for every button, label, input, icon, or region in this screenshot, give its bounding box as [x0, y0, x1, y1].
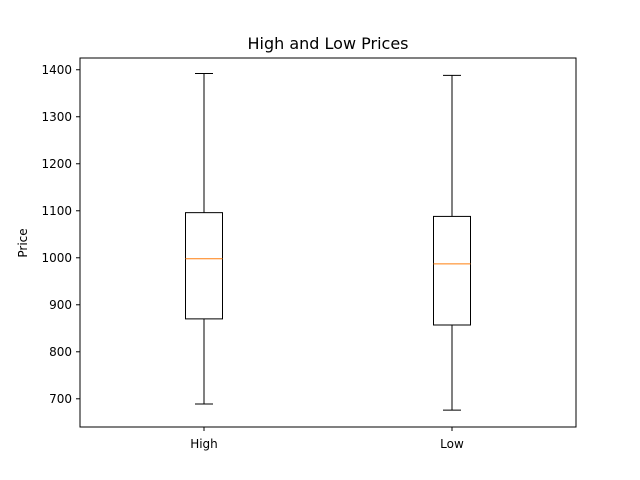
y-tick-label: 1100 [41, 204, 72, 218]
y-tick-label: 800 [49, 345, 72, 359]
plot-area: 700 800 900 1000 1100 1200 1300 1400 High Low [41, 57, 577, 451]
iqr-box [185, 212, 223, 320]
x-tick-label-low: Low [440, 437, 464, 451]
y-tick-label: 1000 [41, 251, 72, 265]
y-tick-label: 1400 [41, 63, 72, 77]
y-tick-label: 900 [49, 298, 72, 312]
axes-frame [79, 57, 577, 428]
iqr-box [433, 215, 471, 326]
y-axis-label: Price [16, 228, 30, 257]
chart-title: High and Low Prices [247, 34, 408, 53]
y-tick-label: 1300 [41, 110, 72, 124]
x-tick-label-high: High [190, 437, 218, 451]
y-tick-label: 1200 [41, 157, 72, 171]
y-tick-label: 700 [49, 392, 72, 406]
